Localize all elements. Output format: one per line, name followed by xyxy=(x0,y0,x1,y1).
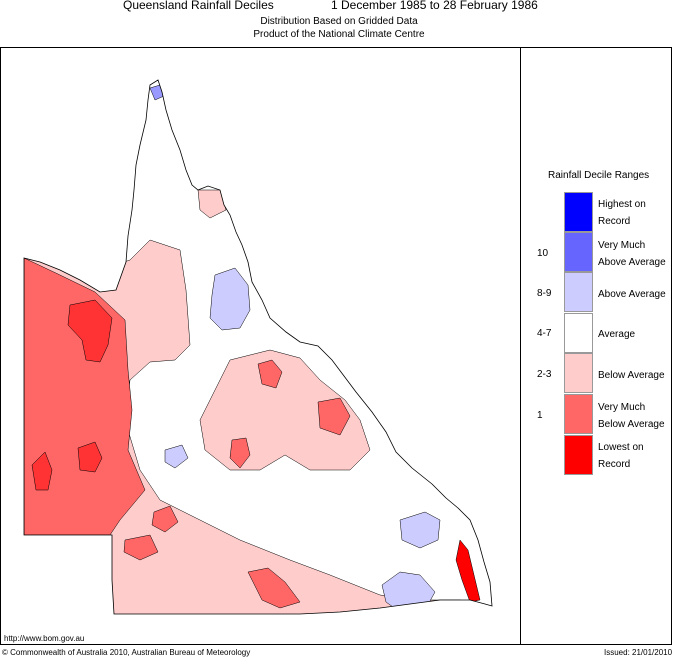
map-subtitle-product: Product of the National Climate Centre xyxy=(253,29,425,40)
map-frame xyxy=(0,47,672,645)
legend-label-very-much-above: Very Much Above Average xyxy=(598,240,666,268)
legend-swatch-very-much-above xyxy=(564,232,593,272)
legend-swatch-lowest xyxy=(564,435,593,475)
above-average-region-central xyxy=(164,444,189,469)
legend-code-above: 8-9 xyxy=(537,288,552,299)
very-much-below-average-blob3 xyxy=(77,441,103,473)
legend-code-very-much-above: 10 xyxy=(537,248,549,259)
above-average-region-north xyxy=(209,267,251,331)
legend-code-average: 4-7 xyxy=(537,328,552,339)
legend-swatch-below xyxy=(564,353,593,393)
very-much-below-average-south xyxy=(247,567,301,609)
map-date-range: 1 December 1985 to 28 February 1986 xyxy=(331,0,538,12)
below-average-region-north xyxy=(197,189,227,219)
legend-code-below: 2-3 xyxy=(537,369,552,380)
legend-swatch-average xyxy=(564,313,593,353)
legend-label-above: Above Average xyxy=(598,289,666,300)
very-much-below-average-central2 xyxy=(229,437,251,469)
legend-title: Rainfall Decile Ranges xyxy=(548,170,650,181)
title-row: Queensland Rainfall Deciles 1 December 1… xyxy=(0,0,674,14)
queensland-outline xyxy=(23,79,493,615)
queensland-map xyxy=(23,79,493,615)
legend-label-below: Below Average xyxy=(598,370,665,381)
very-much-below-average-blob1 xyxy=(67,299,113,363)
very-much-below-average-blob2 xyxy=(31,451,53,491)
legend-code-very-much-below: 1 xyxy=(537,410,543,421)
legend-swatch-very-much-below xyxy=(564,394,593,434)
map-title: Queensland Rainfall Deciles xyxy=(123,0,274,12)
map-subtitle-distribution: Distribution Based on Gridded Data xyxy=(260,16,418,27)
very-much-below-average-central1 xyxy=(257,359,283,389)
legend-divider xyxy=(520,47,521,645)
very-much-below-average-east xyxy=(317,397,351,436)
very-much-below-average-south3 xyxy=(123,534,159,561)
legend-swatch-highest xyxy=(564,192,593,232)
legend-label-very-much-below: Very Much Below Average xyxy=(598,402,665,430)
above-average-region-east xyxy=(399,511,441,549)
footer-copyright: © Commonwealth of Australia 2010, Austra… xyxy=(2,648,251,657)
legend-label-lowest: Lowest on Record xyxy=(598,442,644,470)
legend-swatch-above xyxy=(564,272,593,312)
legend-label-average: Average xyxy=(598,329,636,340)
legend-label-highest: Highest on Record xyxy=(598,199,646,227)
footer-issued: Issued: 21/01/2010 xyxy=(604,648,673,657)
footer-url[interactable]: http://www.bom.gov.au xyxy=(4,634,85,643)
very-much-below-average-south2 xyxy=(151,505,179,533)
